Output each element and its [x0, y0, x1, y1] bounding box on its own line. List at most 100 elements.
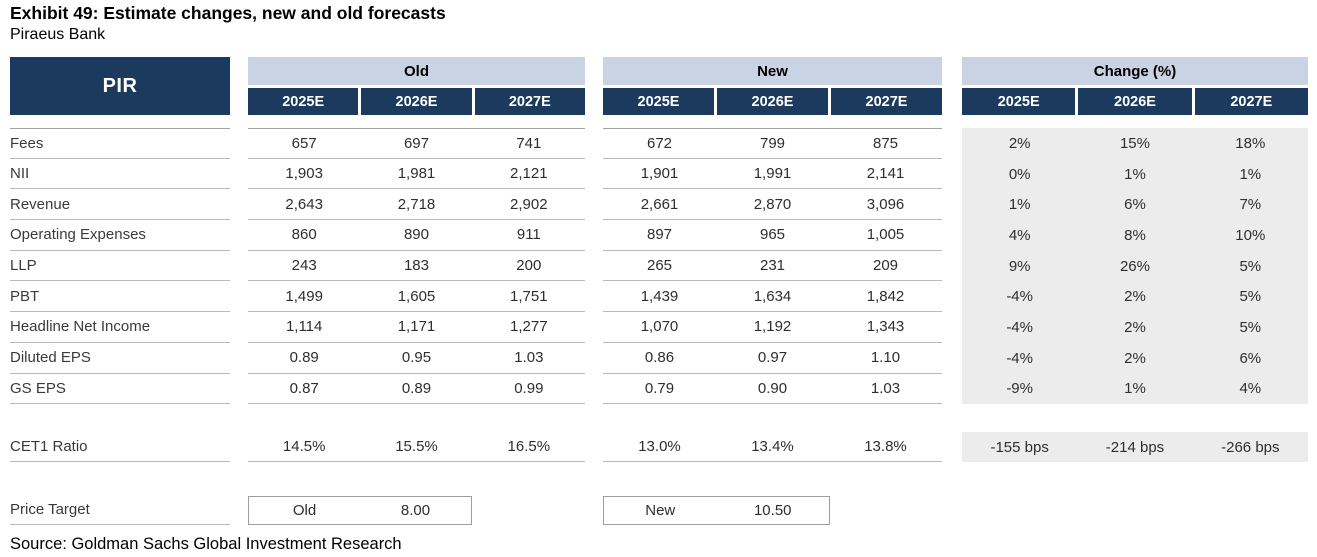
year-header: 2027E: [831, 88, 942, 115]
new-value: 1,991: [753, 165, 792, 183]
new-values: 672 799 875: [603, 128, 942, 159]
old-values: 860 890 911: [248, 220, 585, 251]
change-value: 6%: [1239, 349, 1262, 367]
estimates-table: PIR Old 2025E 2026E 2027E New 2025E 2026…: [10, 57, 1308, 526]
row-label: NII: [10, 159, 230, 190]
new-value: 2,870: [753, 195, 792, 213]
row-label: Price Target: [10, 495, 230, 526]
cet1-old-values: 14.5% 15.5% 16.5%: [248, 432, 585, 463]
old-values: 243 183 200: [248, 251, 585, 282]
old-value: 0.95: [401, 349, 432, 367]
change-values: -9% 1% 4%: [962, 373, 1308, 405]
old-year-headers: 2025E 2026E 2027E: [248, 88, 585, 115]
old-value: 890: [403, 226, 429, 244]
new-values: 0.79 0.90 1.03: [603, 374, 942, 405]
change-values: 1% 6% 7%: [962, 189, 1308, 221]
old-value: 0.99: [514, 379, 544, 397]
old-value: 697: [403, 134, 429, 152]
change-value: 4%: [1239, 380, 1262, 398]
change-value: 18%: [1235, 134, 1266, 152]
old-value: 1,903: [285, 165, 323, 183]
new-value: 875: [872, 134, 899, 152]
old-values: 1,114 1,171 1,277: [248, 312, 585, 343]
row-label: Fees: [10, 128, 230, 159]
new-value: 0.86: [644, 349, 675, 367]
new-value: 897: [646, 226, 673, 244]
old-value: 1,499: [285, 287, 323, 305]
change-value: 2%: [1008, 134, 1031, 152]
new-value: 231: [759, 257, 786, 275]
old-value: 1,605: [397, 287, 436, 305]
year-header: 2025E: [603, 88, 714, 115]
year-header: 2026E: [361, 88, 472, 115]
new-values: 897 965 1,005: [603, 220, 942, 251]
change-value: 4%: [1008, 226, 1031, 244]
new-year-headers: 2025E 2026E 2027E: [603, 88, 942, 115]
change-value: -4%: [1006, 349, 1033, 367]
new-values: 1,439 1,634 1,842: [603, 281, 942, 313]
price-target-row: Price Target Old 8.00 New 10.50: [10, 495, 1308, 526]
old-value: 0.89: [401, 379, 432, 397]
change-value: 1%: [1008, 196, 1031, 214]
change-values: -4% 2% 5%: [962, 312, 1308, 343]
change-value: -4%: [1006, 318, 1033, 336]
change-value: 8%: [1124, 226, 1146, 244]
price-target-old-box: Old 8.00: [248, 495, 472, 525]
change-value: -9%: [1006, 380, 1033, 398]
change-value: -4%: [1006, 288, 1033, 306]
table-row: GS EPS 0.87 0.89 0.99 0.79 0.90 1.03 -9% 1% 4%: [10, 373, 1308, 405]
new-group-label: New: [603, 57, 942, 85]
cet1-new-2026: 13.4%: [751, 438, 794, 456]
change-values: 4% 8% 10%: [962, 220, 1308, 251]
new-value: 3,096: [866, 195, 905, 213]
old-value: 911: [516, 226, 541, 244]
old-value: 1,981: [397, 165, 436, 183]
old-value: 2,121: [510, 165, 548, 183]
price-target-new-value: 10.50: [753, 501, 792, 519]
old-values: 1,499 1,605 1,751: [248, 281, 585, 313]
old-value: 0.87: [289, 379, 319, 397]
change-value: 7%: [1239, 196, 1262, 214]
year-header: 2026E: [717, 88, 828, 115]
table-row: Headline Net Income 1,114 1,171 1,277 1,070 1…: [10, 312, 1308, 343]
new-value: 1,070: [640, 318, 679, 336]
row-label: Diluted EPS: [10, 343, 230, 374]
new-value: 965: [759, 226, 786, 244]
change-value: 0%: [1008, 165, 1031, 183]
new-value: 0.90: [757, 379, 788, 397]
new-value: 1,901: [640, 165, 679, 183]
change-section-header: Change (%) 2025E 2026E 2027E: [962, 57, 1308, 115]
price-target-old-label: Old: [292, 501, 317, 519]
change-value: 10%: [1235, 226, 1266, 244]
row-label: GS EPS: [10, 374, 230, 405]
old-section-header: Old 2025E 2026E 2027E: [248, 57, 585, 115]
change-group-label: Change (%): [962, 57, 1308, 85]
old-values: 2,643 2,718 2,902: [248, 189, 585, 221]
old-value: 2,902: [510, 195, 548, 213]
old-value: 1,751: [510, 287, 548, 305]
change-value: 1%: [1124, 380, 1146, 398]
new-value: 2,661: [640, 195, 679, 213]
new-section-header: New 2025E 2026E 2027E: [603, 57, 942, 115]
new-value: 1,439: [640, 287, 679, 305]
table-row: Diluted EPS 0.89 0.95 1.03 0.86 0.97 1.10 -4% 2%…: [10, 342, 1308, 374]
new-values: 0.86 0.97 1.10: [603, 343, 942, 374]
price-target-old-value: 8.00: [400, 501, 431, 519]
cet1-chg-2026: -214 bps: [1105, 438, 1165, 456]
new-value: 1,005: [866, 226, 905, 244]
table-row: LLP 243 183 200 265 231 209 9% 26% 5%: [10, 250, 1308, 282]
old-value: 2,718: [397, 195, 436, 213]
cet1-row: CET1 Ratio 14.5% 15.5% 16.5% 13.0% 13.4%…: [10, 432, 1308, 463]
row-label: CET1 Ratio: [10, 432, 230, 463]
change-value: 5%: [1239, 318, 1262, 336]
row-label: Revenue: [10, 189, 230, 221]
table-body: Fees 657 697 741 672 799 875 2% 15% 18% NII 1,903 1,…: [10, 128, 1308, 405]
new-value: 265: [646, 257, 673, 275]
new-value: 0.79: [644, 379, 675, 397]
old-value: 1,277: [510, 318, 548, 336]
cet1-new-values: 13.0% 13.4% 13.8%: [603, 432, 942, 463]
price-target-new-box: New 10.50: [603, 495, 830, 525]
new-values: 1,901 1,991 2,141: [603, 159, 942, 190]
year-header: 2027E: [1194, 88, 1308, 115]
old-values: 0.89 0.95 1.03: [248, 343, 585, 374]
